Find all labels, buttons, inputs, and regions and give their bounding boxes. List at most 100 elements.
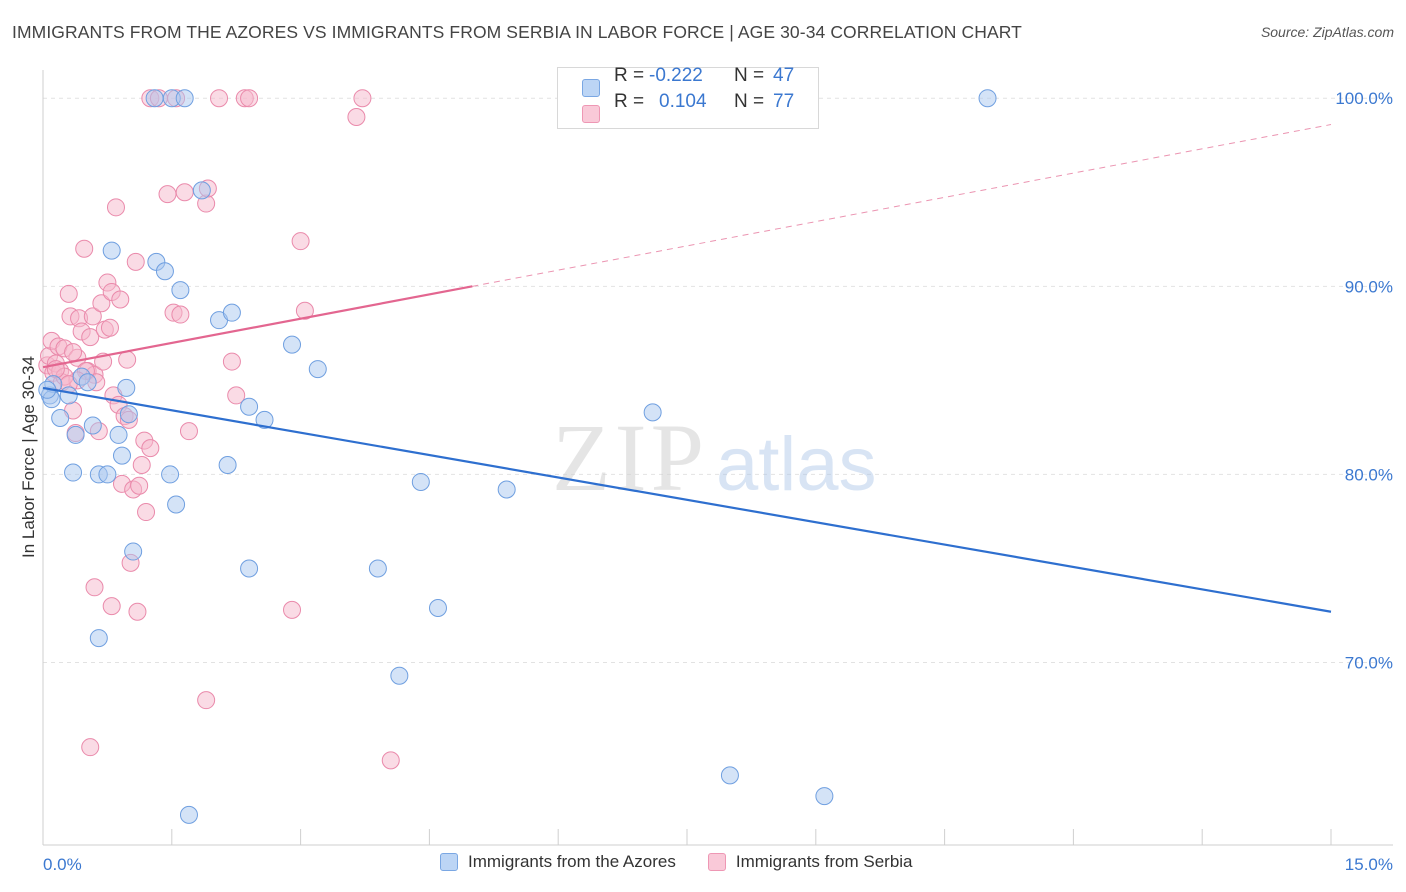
serbia-r-value: 0.104	[659, 91, 707, 112]
serbia-point	[347, 108, 366, 127]
azores-point	[240, 397, 259, 416]
azores-n-value: 47	[773, 65, 795, 86]
azores-point	[112, 446, 131, 465]
watermark-zip: ZIP	[552, 404, 708, 511]
azores-point	[218, 456, 237, 475]
serbia-point	[106, 198, 125, 217]
source-label: Source: ZipAtlas.com	[1260, 24, 1394, 40]
serbia-swatch	[582, 105, 600, 123]
x-tick-label-min: 0.0%	[43, 855, 82, 874]
azores-point	[167, 495, 186, 514]
serbia-n-value: 77	[773, 91, 795, 112]
serbia-point	[59, 284, 78, 303]
azores-point	[171, 281, 190, 300]
azores-point	[175, 89, 194, 108]
azores-point	[308, 360, 327, 379]
legend-label-azores: Immigrants from the Azores	[468, 852, 676, 871]
azores-point	[89, 629, 108, 648]
serbia-point	[283, 600, 302, 619]
serbia-point	[158, 185, 177, 204]
serbia-point	[240, 89, 259, 108]
azores-point	[411, 472, 430, 491]
azores-point	[179, 805, 198, 824]
azores-point	[98, 465, 117, 484]
azores-point	[124, 542, 143, 561]
serbia-point	[210, 89, 229, 108]
azores-point	[51, 408, 70, 427]
serbia-point	[295, 301, 314, 320]
azores-point	[978, 89, 997, 108]
azores-point	[64, 463, 83, 482]
serbia-trend-line-dashed	[472, 124, 1332, 287]
azores-point	[255, 410, 274, 429]
serbia-point	[222, 352, 241, 371]
serbia-point	[132, 456, 151, 475]
r-label: R =	[614, 91, 645, 112]
serbia-point	[141, 439, 160, 458]
serbia-point	[171, 305, 190, 324]
azores-point	[497, 480, 516, 499]
r-label: R =	[614, 65, 645, 86]
azores-point	[428, 598, 447, 617]
azores-r-value: -0.222	[649, 65, 703, 86]
legend-item-azores[interactable]: Immigrants from the Azores	[440, 852, 676, 872]
azores-point	[59, 386, 78, 405]
watermark-atlas: atlas	[716, 422, 877, 507]
serbia-legend-swatch	[707, 853, 726, 871]
serbia-point	[353, 89, 372, 108]
y-tick-label: 100.0%	[1335, 89, 1393, 108]
azores-point	[117, 378, 136, 397]
serbia-point	[81, 738, 100, 757]
azores-point	[720, 766, 739, 785]
serbia-point	[75, 239, 94, 258]
serbia-trend-line	[42, 285, 473, 369]
serbia-point	[85, 578, 104, 597]
serbia-point	[83, 307, 102, 326]
serbia-point	[227, 386, 246, 405]
axes-layer: 70.0% 80.0% 90.0% 100.0%	[42, 70, 1393, 846]
azores-point	[78, 373, 97, 392]
serbia-point	[100, 318, 119, 337]
grid-layer	[43, 97, 1393, 664]
azores-legend-swatch	[440, 853, 458, 871]
y-tick-label: 90.0%	[1345, 277, 1393, 296]
serbia-point	[381, 751, 400, 770]
stats-box: R = -0.222 N = 47 R = 0.104 N = 77	[557, 65, 819, 129]
serbia-point	[175, 183, 194, 202]
legend-label-serbia: Immigrants from Serbia	[735, 852, 913, 871]
serbia-point	[126, 252, 145, 271]
serbia-point	[92, 294, 111, 313]
serbia-point	[137, 503, 156, 522]
azores-point	[83, 416, 102, 435]
azores-point	[109, 425, 128, 444]
azores-point	[240, 559, 259, 578]
serbia-point	[128, 602, 147, 621]
azores-points	[38, 89, 997, 824]
azores-point	[222, 303, 241, 322]
azores-point	[815, 787, 834, 806]
azores-swatch	[582, 79, 600, 97]
serbia-point	[102, 597, 121, 616]
y-tick-label: 70.0%	[1345, 654, 1393, 673]
azores-point	[643, 403, 662, 422]
serbia-point	[197, 691, 216, 710]
azores-point	[119, 405, 138, 424]
serbia-point	[81, 328, 100, 347]
azores-point	[66, 425, 85, 444]
serbia-point	[64, 343, 83, 362]
legend-item-serbia[interactable]: Immigrants from Serbia	[707, 852, 913, 872]
azores-point	[192, 181, 211, 200]
azores-point	[390, 666, 409, 685]
n-label: N =	[734, 65, 765, 86]
serbia-point	[130, 476, 149, 495]
n-label: N =	[734, 91, 765, 112]
serbia-point	[179, 422, 198, 441]
azores-point	[102, 241, 121, 260]
azores-point	[155, 262, 174, 281]
x-tick-label-max: 15.0%	[1345, 855, 1393, 874]
legend: Immigrants from the Azores Immigrants fr…	[440, 852, 913, 872]
y-axis-title: In Labor Force | Age 30-34	[19, 356, 38, 558]
y-tick-label: 80.0%	[1345, 465, 1393, 484]
azores-point	[145, 89, 164, 108]
